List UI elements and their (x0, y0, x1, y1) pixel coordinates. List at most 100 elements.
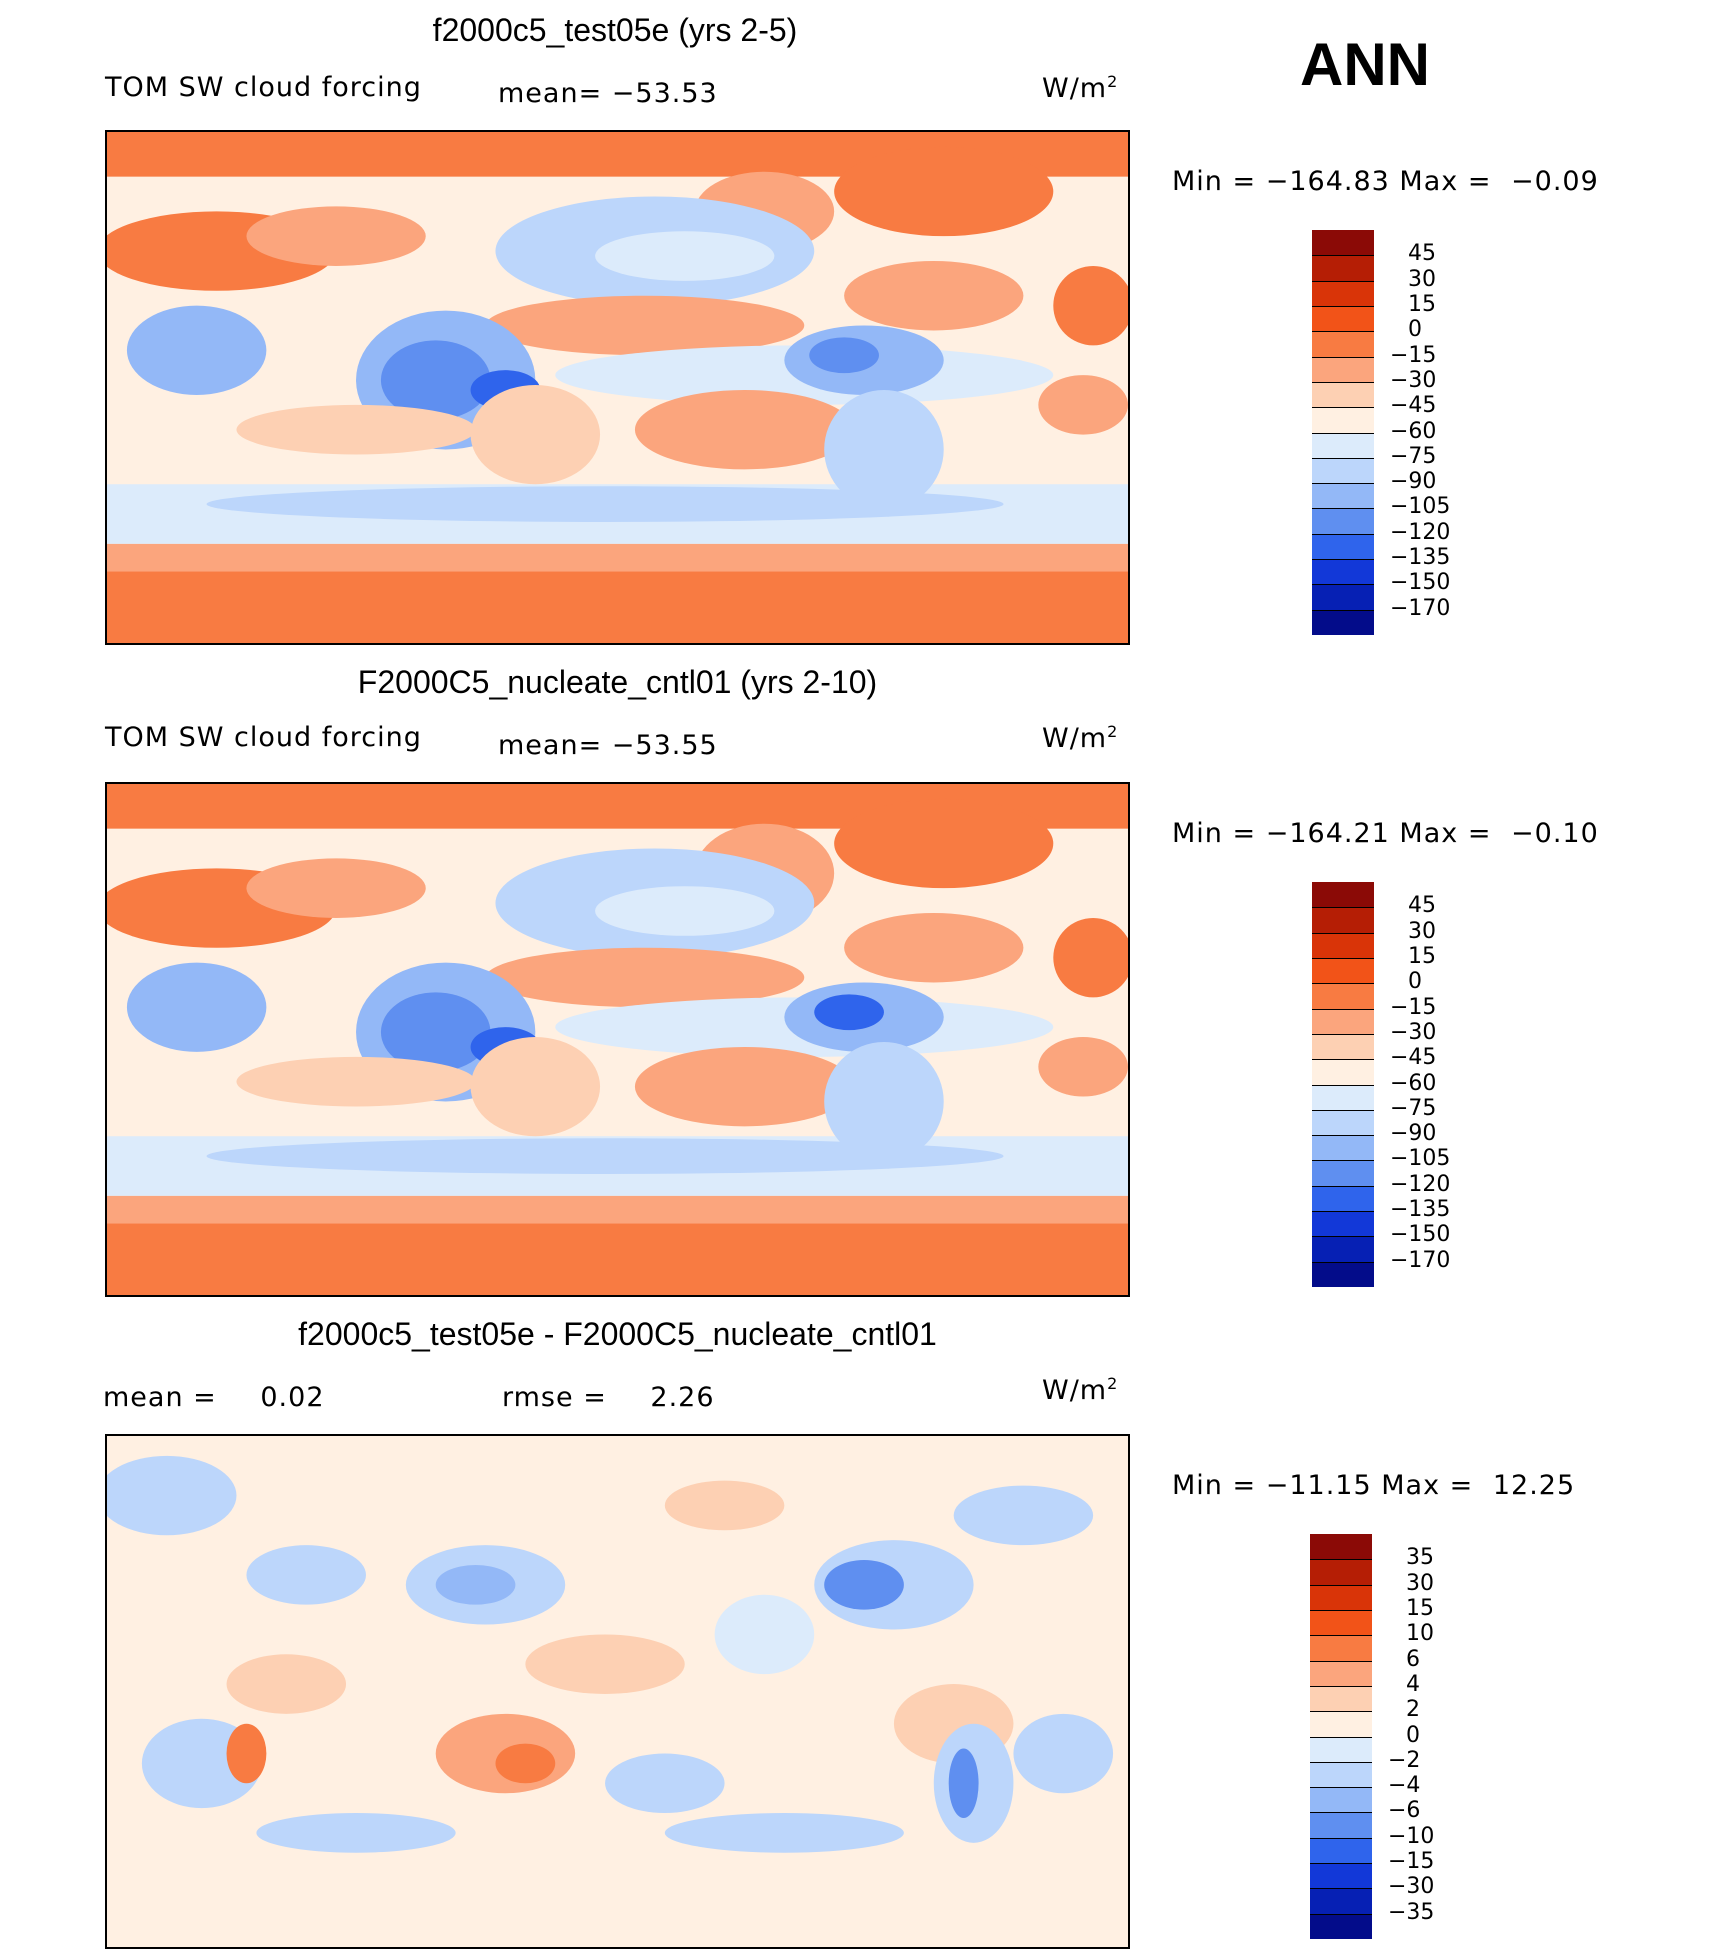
colorbar-swatch (1312, 483, 1374, 509)
colorbar-swatch (1312, 533, 1374, 560)
colorbar-label: −15 (1390, 994, 1437, 1020)
colorbar-swatch (1312, 1008, 1374, 1034)
panel3-colorbar: 35 30 15 10 6 4 2 0 −2 −4 −6 −10 −15 −30 −35 (1310, 1534, 1434, 1939)
colorbar-label: −45 (1390, 393, 1437, 419)
colorbar-label: 4 (1406, 1671, 1420, 1697)
colorbar-label: 30 (1408, 266, 1436, 292)
colorbar-label: −120 (1390, 519, 1451, 545)
colorbar-label: 0 (1408, 969, 1422, 995)
colorbar-label: −4 (1388, 1773, 1421, 1799)
colorbar-swatch (1312, 356, 1374, 382)
colorbar-label: 15 (1408, 943, 1436, 969)
colorbar-label: −60 (1390, 1070, 1437, 1096)
colorbar-swatch (1312, 1236, 1374, 1262)
colorbar-swatch (1312, 559, 1374, 585)
colorbar-swatch (1312, 584, 1374, 610)
colorbar-label: −150 (1390, 1222, 1451, 1248)
panel2-max-label: Max = (1399, 818, 1492, 849)
panel3-rmse-label: rmse = (502, 1382, 607, 1413)
panel1-max-value: −0.09 (1511, 166, 1599, 197)
colorbar-swatch (1312, 1211, 1374, 1237)
colorbar-label: −150 (1390, 570, 1451, 596)
colorbar-label: −45 (1390, 1045, 1437, 1071)
panel1-colorbar: 45 30 15 0 −15 −30 −45 −60 −75 −90 −105 −120 −135 −15… (1312, 230, 1450, 635)
panel1-mean-value: −53.53 (611, 78, 718, 109)
panel1-map (105, 130, 1130, 645)
colorbar-label: −135 (1390, 1197, 1451, 1223)
panel2-min-label: Min = (1172, 818, 1257, 849)
colorbar-label: 10 (1406, 1621, 1434, 1647)
panel1-max-label: Max = (1399, 166, 1492, 197)
colorbar-label: −90 (1390, 469, 1437, 495)
colorbar-label: −2 (1388, 1747, 1421, 1773)
colorbar-swatch (1310, 1609, 1372, 1636)
panel3-rmse-value: 2.26 (650, 1382, 715, 1413)
colorbar-label: −10 (1388, 1823, 1435, 1849)
colorbar-swatch (1312, 1109, 1374, 1136)
panel1-variable: TOM SW cloud forcing (105, 72, 422, 103)
colorbar-label: 15 (1406, 1595, 1434, 1621)
panel2-units-exp: 2 (1107, 722, 1119, 741)
colorbar-label: −170 (1390, 1247, 1451, 1273)
colorbar-label: −75 (1390, 443, 1437, 469)
panel2-mean: mean= −53.55 (498, 730, 718, 761)
colorbar-swatch (1312, 1033, 1374, 1060)
panel3-mean-value: 0.02 (260, 1382, 325, 1413)
colorbar-label: −60 (1390, 418, 1437, 444)
colorbar-label: 0 (1406, 1722, 1420, 1748)
panel3-rmse: rmse = 2.26 (502, 1382, 715, 1413)
colorbar-label: −105 (1390, 494, 1451, 520)
colorbar-swatch (1312, 907, 1374, 933)
colorbar-swatch (1310, 1812, 1372, 1838)
colorbar-swatch (1310, 1711, 1372, 1737)
colorbar-swatch (1310, 1863, 1372, 1889)
panel1-units-base: W/m (1042, 73, 1108, 104)
panel3-units-base: W/m (1042, 1375, 1108, 1406)
colorbar-swatch (1310, 1534, 1372, 1560)
colorbar-label: 45 (1408, 241, 1436, 267)
panel2-map-svg (107, 784, 1128, 1295)
panel3-max-value: 12.25 (1492, 1470, 1576, 1501)
colorbar-swatch (1312, 305, 1374, 332)
colorbar-label: 45 (1408, 893, 1436, 919)
panel2-max-value: −0.10 (1511, 818, 1599, 849)
panel1-units: W/m2 (1042, 72, 1118, 104)
panel3-mean: mean = 0.02 (103, 1382, 325, 1413)
colorbar-label: −6 (1388, 1798, 1421, 1824)
colorbar-swatch (1312, 882, 1374, 908)
panel1-mean: mean= −53.53 (498, 78, 718, 109)
colorbar-label: −30 (1388, 1874, 1435, 1900)
colorbar-swatch (1312, 331, 1374, 357)
panel1-mean-label: mean= (498, 78, 603, 109)
colorbar-swatch (1312, 230, 1374, 256)
colorbar-swatch (1310, 1837, 1372, 1864)
panel2-min-value: −164.21 (1265, 818, 1390, 849)
colorbar-label: 2 (1406, 1697, 1420, 1723)
colorbar-swatch (1310, 1635, 1372, 1661)
colorbar-swatch (1310, 1913, 1372, 1939)
panel2-minmax: Min = −164.21 Max = −0.10 (1172, 818, 1599, 849)
colorbar-swatch (1310, 1660, 1372, 1686)
colorbar-label: −135 (1390, 545, 1451, 571)
panel3-mean-label: mean = (103, 1382, 217, 1413)
panel1-min-label: Min = (1172, 166, 1257, 197)
panel2-variable: TOM SW cloud forcing (105, 722, 422, 753)
colorbar-swatch (1312, 508, 1374, 534)
panel3-title: f2000c5_test05e - F2000C5_nucleate_cntl0… (298, 1316, 937, 1352)
panel2-colorbar: 45 30 15 0 −15 −30 −45 −60 −75 −90 −105 −120 −135 −15… (1312, 882, 1450, 1287)
colorbar-swatch (1312, 1261, 1374, 1287)
colorbar-label: 15 (1408, 291, 1436, 317)
panel2-units-base: W/m (1042, 723, 1108, 754)
panel1-minmax: Min = −164.83 Max = −0.09 (1172, 166, 1599, 197)
panel2-map (105, 782, 1130, 1297)
colorbar-swatch (1312, 1160, 1374, 1186)
season-label: ANN (1300, 31, 1430, 98)
colorbar-swatch (1312, 1084, 1374, 1110)
colorbar-swatch (1312, 957, 1374, 984)
colorbar-swatch (1312, 1185, 1374, 1212)
panel2-mean-value: −53.55 (611, 730, 718, 761)
colorbar-swatch (1312, 609, 1374, 635)
colorbar-label: −30 (1390, 367, 1437, 393)
colorbar-label: −170 (1390, 595, 1451, 621)
colorbar-label: −15 (1390, 342, 1437, 368)
